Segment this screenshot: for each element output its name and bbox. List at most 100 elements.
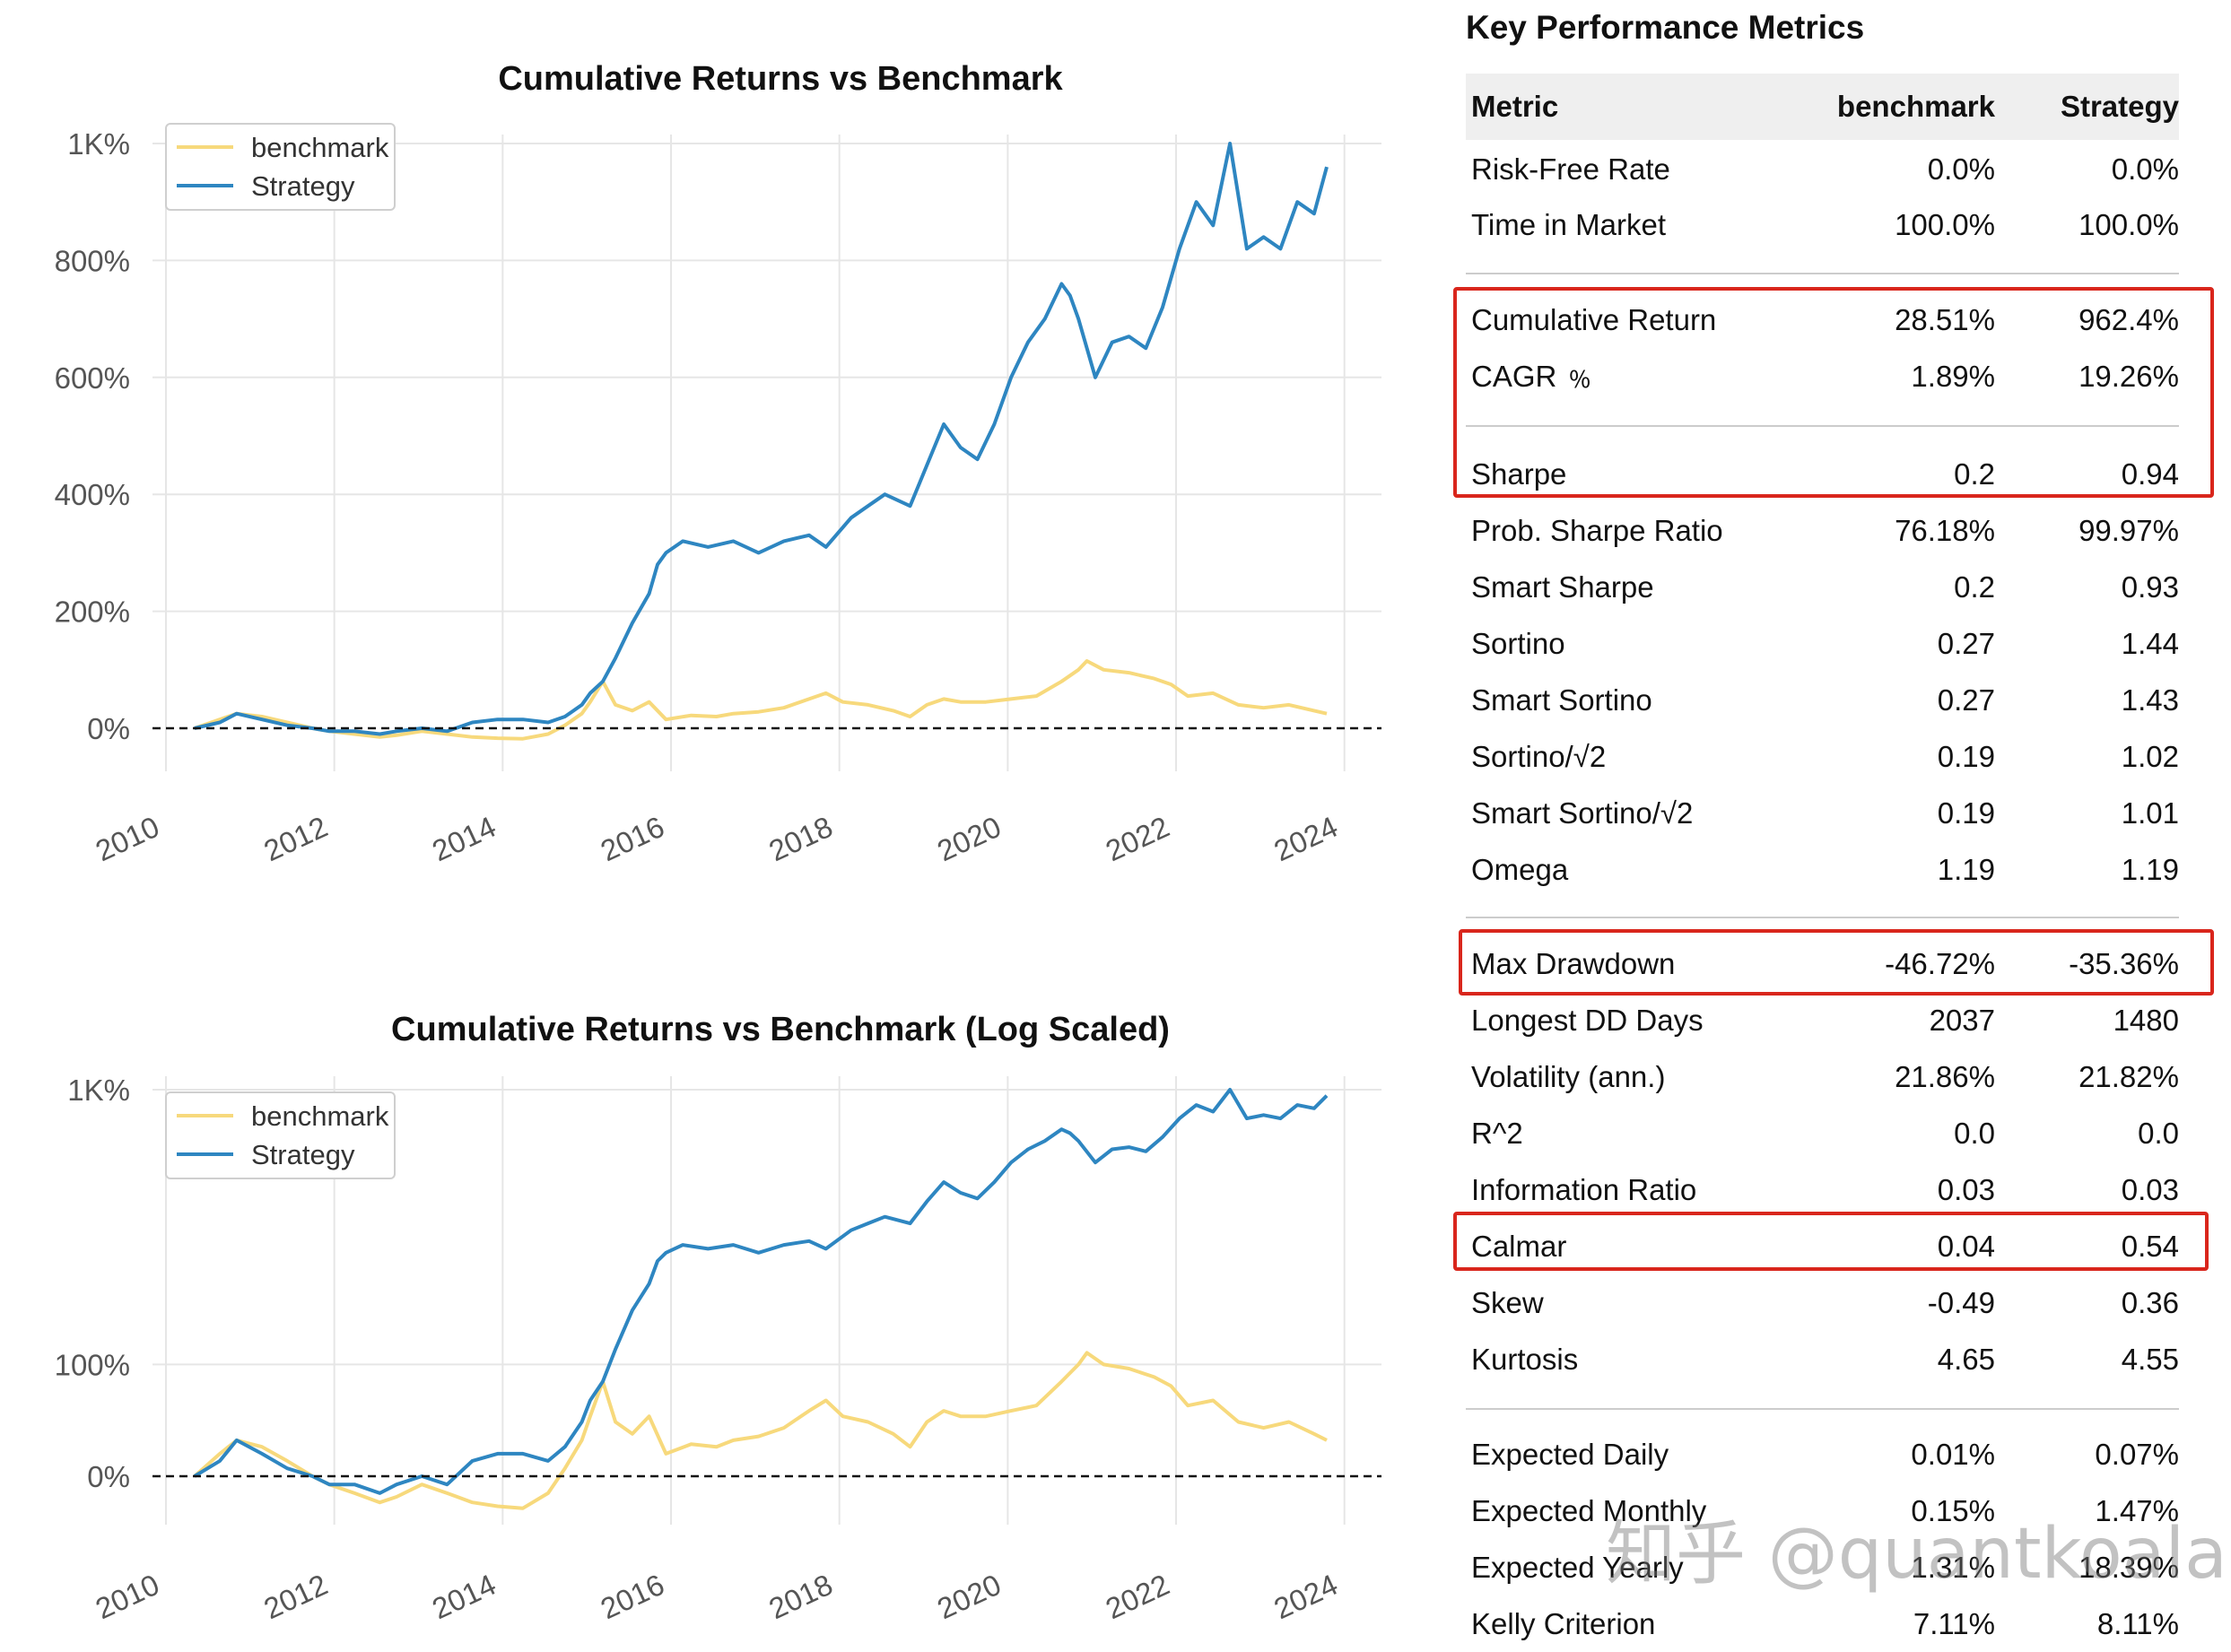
metric-name: Prob. Sharpe Ratio (1471, 514, 1723, 547)
metric-name: Sortino (1471, 627, 1565, 660)
legend-label: Strategy (251, 1139, 355, 1170)
metrics-header: Metric benchmark Strategy (1466, 74, 2179, 140)
metrics-panel: Key Performance Metrics Metric benchmark… (1453, 0, 2225, 1649)
metric-benchmark-value: 0.2 (1954, 570, 1995, 604)
metric-strategy-value: 99.97% (2078, 514, 2179, 547)
x-tick-label: 2014 (427, 1568, 501, 1626)
metric-benchmark-value: 0.19 (1937, 796, 1995, 830)
metric-name: Longest DD Days (1471, 1004, 1704, 1037)
metric-benchmark-value: 4.65 (1937, 1343, 1995, 1376)
metric-name: Time in Market (1471, 208, 1666, 241)
charts-area: Cumulative Returns vs Benchmark 2010 2012 2… (55, 60, 1381, 1626)
metric-benchmark-value: 0.0% (1927, 152, 1995, 186)
metric-benchmark-value: -46.72% (1885, 947, 1995, 980)
metric-benchmark-value: 7.11% (1913, 1607, 1995, 1640)
metric-strategy-value: 1.19 (2121, 853, 2179, 886)
metric-name: Smart Sharpe (1471, 570, 1654, 604)
metric-strategy-value: 1.43 (2121, 683, 2179, 717)
x-tick-label: 2024 (1268, 810, 1342, 868)
metric-name: Risk-Free Rate (1471, 152, 1670, 186)
metric-strategy-value: 0.94 (2121, 457, 2179, 491)
metric-strategy-value: 1.47% (2095, 1494, 2179, 1527)
metric-name: Kelly Criterion (1471, 1607, 1656, 1640)
metric-row: Information Ratio 0.03 0.03 (1466, 1162, 2179, 1218)
metric-benchmark-value: 1.31% (1911, 1551, 1995, 1584)
metric-row: Volatility (ann.) 21.86% 21.82% (1466, 1049, 2179, 1105)
x-tick-label: 2024 (1268, 1568, 1342, 1626)
metric-row: CAGR ﹪ 1.89% 19.26% (1466, 349, 2179, 404)
metric-benchmark-value: 76.18% (1895, 514, 1995, 547)
metric-row: Sharpe 0.2 0.94 (1466, 447, 2179, 502)
metric-name: Max Drawdown (1471, 947, 1676, 980)
metric-row: Omega 1.19 1.19 (1466, 842, 2179, 898)
series-line-strategy (193, 1088, 1329, 1495)
x-tick-label: 2022 (1101, 810, 1174, 868)
metric-benchmark-value: 0.0 (1954, 1117, 1995, 1150)
metric-benchmark-value: -0.49 (1927, 1286, 1995, 1319)
metric-row: Sortino 0.27 1.44 (1466, 616, 2179, 672)
header-strategy: Strategy (2060, 90, 2179, 123)
metric-row: Calmar 0.04 0.54 (1466, 1219, 2179, 1274)
chart-title: Cumulative Returns vs Benchmark (498, 60, 1063, 98)
metric-name: Smart Sortino (1471, 683, 1652, 717)
metric-name: Information Ratio (1471, 1173, 1697, 1206)
metric-strategy-value: 1.01 (2121, 796, 2179, 830)
metric-strategy-value: 8.11% (2096, 1607, 2179, 1640)
x-tick-label: 2012 (258, 1568, 332, 1626)
x-tick-label: 2018 (763, 1568, 837, 1626)
x-tick-label: 2020 (932, 1568, 1006, 1626)
x-tick-label: 2018 (763, 810, 837, 868)
metric-row: Risk-Free Rate 0.0% 0.0% (1466, 142, 2179, 197)
metric-strategy-value: 1.44 (2121, 627, 2179, 660)
metric-name: Expected Yearly (1471, 1551, 1684, 1584)
metric-strategy-value: 1.02 (2121, 740, 2179, 773)
metric-row: Expected Monthly 0.15% 1.47% (1466, 1483, 2179, 1539)
metric-row: Cumulative Return 28.51% 962.4% (1466, 292, 2179, 348)
x-tick-label: 2016 (596, 1568, 669, 1626)
highlight-box-returns (1453, 287, 2214, 498)
metric-row: Expected Daily 0.01% 0.07% (1466, 1427, 2179, 1482)
metric-name: Calmar (1471, 1230, 1567, 1263)
metric-row: Max Drawdown -46.72% -35.36% (1466, 936, 2179, 992)
x-tick-label: 2012 (258, 810, 332, 868)
legend-label: benchmark (251, 132, 389, 163)
metrics-separator (1466, 273, 2179, 274)
y-tick-label: 800% (55, 244, 130, 277)
metric-strategy-value: 0.54 (2121, 1230, 2179, 1263)
metric-benchmark-value: 0.01% (1911, 1438, 1995, 1471)
metric-name: CAGR ﹪ (1471, 360, 1595, 393)
chart-title: Cumulative Returns vs Benchmark (Log Sca… (391, 1011, 1170, 1048)
metric-strategy-value: 18.39% (2078, 1551, 2179, 1584)
header-benchmark: benchmark (1836, 90, 1995, 123)
metric-row: R^2 0.0 0.0 (1466, 1106, 2179, 1161)
y-tick-label: 200% (55, 596, 130, 629)
metric-name: R^2 (1471, 1117, 1523, 1150)
metrics-separator (1466, 1408, 2179, 1410)
metric-benchmark-value: 0.27 (1937, 683, 1995, 717)
metric-row: Prob. Sharpe Ratio 76.18% 99.97% (1466, 503, 2179, 559)
legend: benchmark Strategy (165, 1091, 396, 1179)
metric-name: Expected Daily (1471, 1438, 1669, 1471)
metric-strategy-value: 0.0% (2111, 152, 2179, 186)
metric-benchmark-value: 0.19 (1937, 740, 1995, 773)
metric-strategy-value: 21.82% (2078, 1060, 2179, 1093)
metric-row: Smart Sortino 0.27 1.43 (1466, 673, 2179, 728)
metric-name: Cumulative Return (1471, 303, 1717, 336)
metric-strategy-value: 4.55 (2121, 1343, 2179, 1376)
metric-benchmark-value: 0.03 (1937, 1173, 1995, 1206)
y-tick-label: 100% (55, 1348, 130, 1381)
metric-strategy-value: 962.4% (2078, 303, 2179, 336)
metrics-separator (1466, 917, 2179, 918)
metrics-separator (1466, 425, 2179, 427)
highlight-box-drawdown (1459, 929, 2214, 996)
metric-strategy-value: 0.36 (2121, 1286, 2179, 1319)
y-tick-label: 600% (55, 361, 130, 395)
metric-row: Time in Market 100.0% 100.0% (1466, 197, 2179, 253)
metric-strategy-value: 0.93 (2121, 570, 2179, 604)
metric-name: Sortino/√2 (1471, 740, 1607, 773)
x-tick-label: 2016 (596, 810, 669, 868)
highlight-box-calmar (1453, 1212, 2209, 1271)
y-tick-label: 0% (87, 712, 130, 745)
metric-strategy-value: 1480 (2113, 1004, 2179, 1037)
metric-benchmark-value: 0.15% (1911, 1494, 1995, 1527)
